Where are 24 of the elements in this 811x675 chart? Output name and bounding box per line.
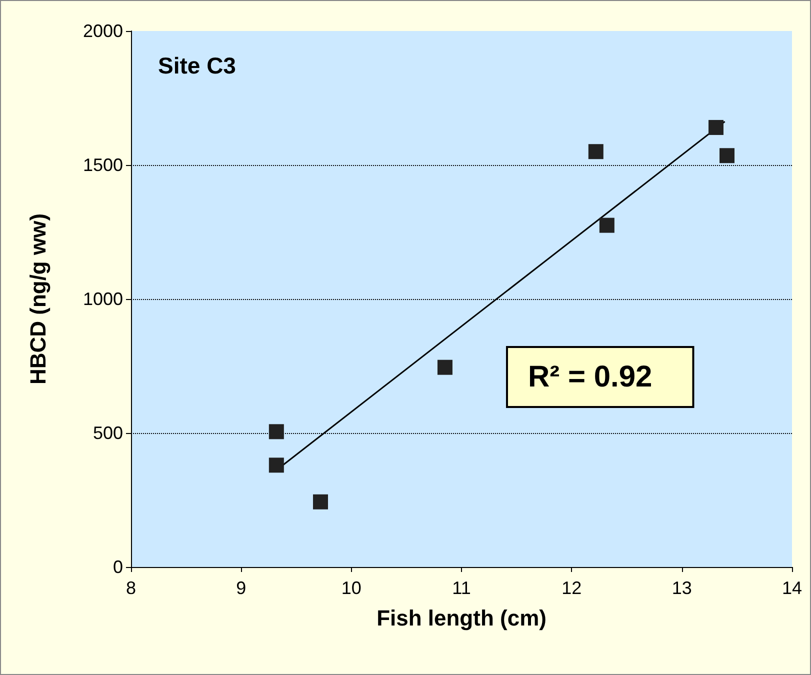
x-tick-label: 13 [672,578,692,598]
point [312,494,328,510]
y-tick-label: 0 [112,557,123,577]
point [268,458,284,473]
y-tick-label: 500 [92,423,123,443]
x-tick-label: 12 [562,578,582,598]
point [437,360,452,375]
point [720,148,734,164]
annotation: R² = 0.92 [528,360,652,394]
text: Site C3 [158,52,236,78]
y-tick-label: 1500 [82,155,123,175]
x-tick-label: 8 [126,578,136,598]
point [268,424,284,440]
y-tick-label: 2000 [82,21,123,41]
point [708,120,724,135]
y-axis-title: HBCD (ng/g ww) [26,213,50,385]
x-tick-label: 9 [236,578,246,598]
x-tick-label: 11 [452,578,471,598]
point [588,144,604,160]
x-tick-label: 10 [341,578,362,598]
x-tick-label: 14 [782,578,802,598]
x-axis-title: Fish length (cm) [376,606,546,630]
point [599,218,614,233]
y-tick-label: 1000 [82,289,123,309]
